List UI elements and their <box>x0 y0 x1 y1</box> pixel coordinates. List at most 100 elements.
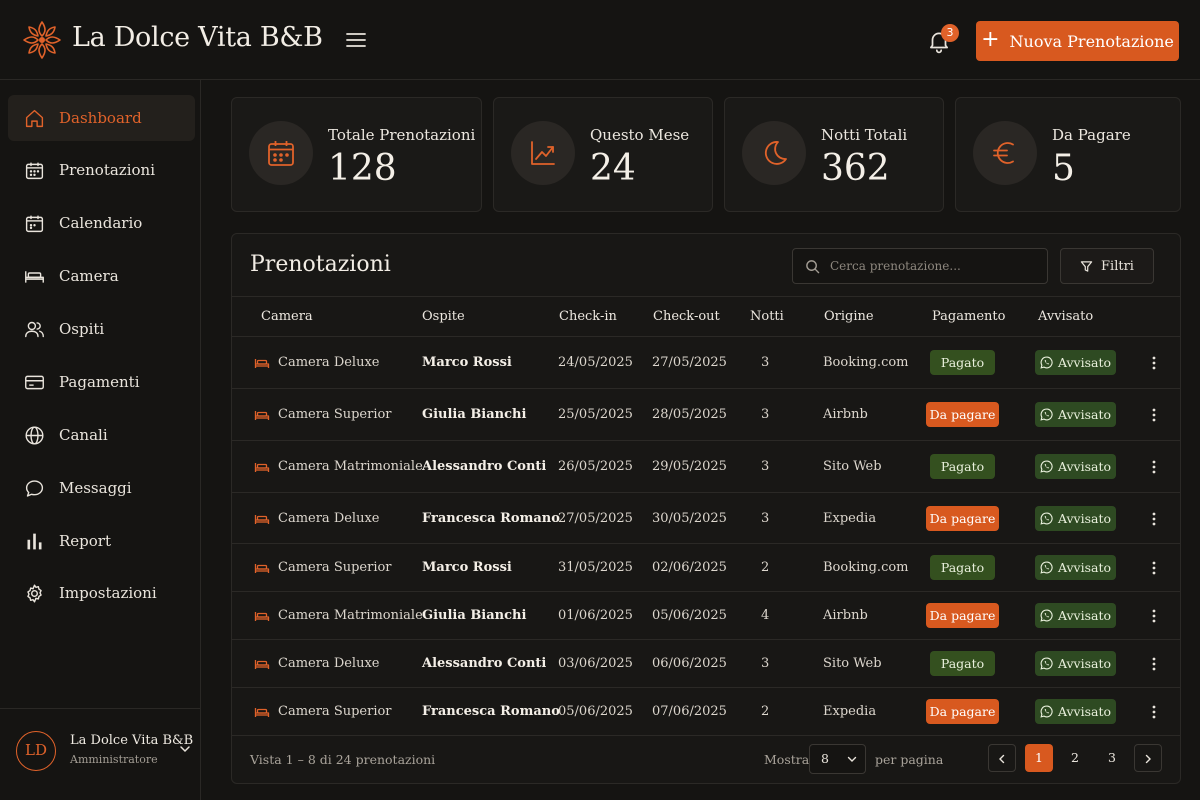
page-button-2[interactable]: 2 <box>1071 750 1079 765</box>
cell-notti: 2 <box>761 560 770 575</box>
notified-badge: Avvisato <box>1035 603 1116 628</box>
chevron-down-icon <box>847 756 857 762</box>
search-icon <box>806 259 820 273</box>
whatsapp-icon <box>1040 657 1053 670</box>
home-icon <box>25 109 44 127</box>
table-row[interactable]: Camera Superior Francesca Romano 05/06/202… <box>232 688 1180 736</box>
sidebar-item-label: Camera <box>59 267 119 285</box>
globe-icon <box>25 425 44 445</box>
column-header[interactable]: Avvisato <box>1038 309 1094 324</box>
cell-checkin: 05/06/2025 <box>558 704 633 719</box>
cell-checkout: 06/06/2025 <box>652 656 727 671</box>
new-booking-button[interactable]: + Nuova Prenotazione <box>976 21 1179 61</box>
more-options-icon[interactable] <box>1150 459 1158 475</box>
sidebar-item-camera[interactable]: Camera <box>8 253 195 299</box>
sidebar-item-calendario[interactable]: Calendario <box>8 200 195 246</box>
notified-label: Avvisato <box>1057 608 1112 623</box>
cell-checkout: 27/05/2025 <box>652 355 727 370</box>
filter-label: Filtri <box>1101 258 1134 274</box>
column-header[interactable]: Camera <box>261 309 313 324</box>
stat-label: Questo Mese <box>590 126 690 144</box>
show-label: Mostra <box>764 752 810 767</box>
brand-name: La Dolce Vita B&B <box>72 22 323 53</box>
page-button-3[interactable]: 3 <box>1108 750 1116 765</box>
cell-ospite: Francesca Romano <box>422 704 560 719</box>
whatsapp-icon <box>1040 460 1053 473</box>
next-page-button[interactable] <box>1134 744 1162 772</box>
column-header[interactable]: Check-in <box>559 309 617 324</box>
table-row[interactable]: Camera Superior Marco Rossi 31/05/2025 02/0… <box>232 544 1180 592</box>
logo-icon <box>23 21 61 59</box>
cell-notti: 2 <box>761 704 770 719</box>
payment-status-badge: Da pagare <box>926 506 999 531</box>
column-header[interactable]: Pagamento <box>932 309 1006 324</box>
filter-icon <box>1080 260 1093 272</box>
pagination-info: Vista 1 – 8 di 24 prenotazioni <box>250 752 436 767</box>
more-options-icon[interactable] <box>1150 608 1158 624</box>
column-header[interactable]: Origine <box>824 309 874 324</box>
sidebar-item-dashboard[interactable]: Dashboard <box>8 95 195 141</box>
cell-checkout: 29/05/2025 <box>652 459 727 474</box>
cell-ospite: Marco Rossi <box>422 355 512 370</box>
prev-page-button[interactable] <box>988 744 1016 772</box>
cell-ospite: Francesca Romano <box>422 511 560 526</box>
more-options-icon[interactable] <box>1150 355 1158 371</box>
more-options-icon[interactable] <box>1150 407 1158 423</box>
sidebar-item-prenotazioni[interactable]: Prenotazioni <box>8 147 195 193</box>
cell-origine: Airbnb <box>823 407 868 422</box>
trend-up-icon <box>531 141 555 165</box>
table-row[interactable]: Camera Deluxe Marco Rossi 24/05/2025 27/05/… <box>232 337 1180 389</box>
sidebar-item-messaggi[interactable]: Messaggi <box>8 465 195 511</box>
column-header[interactable]: Check-out <box>653 309 720 324</box>
bed-icon <box>254 608 270 624</box>
chevron-down-icon[interactable] <box>179 743 191 755</box>
stat-icon-wrap <box>249 121 313 185</box>
filter-button[interactable]: Filtri <box>1060 248 1154 284</box>
table-row[interactable]: Camera Matrimoniale Giulia Bianchi 01/06/2… <box>232 592 1180 640</box>
sidebar-item-pagamenti[interactable]: Pagamenti <box>8 359 195 405</box>
more-options-icon[interactable] <box>1150 511 1158 527</box>
notified-label: Avvisato <box>1057 355 1112 370</box>
user-profile[interactable]: LD La Dolce Vita B&B Amministratore <box>0 708 201 800</box>
panel-title: Prenotazioni <box>250 252 391 277</box>
users-icon <box>25 321 44 337</box>
stat-card-total-nights: Notti Totali 362 <box>724 97 944 212</box>
stat-card-this-month: Questo Mese 24 <box>493 97 713 212</box>
cell-checkin: 26/05/2025 <box>558 459 633 474</box>
menu-icon[interactable] <box>344 28 368 52</box>
sidebar-item-label: Canali <box>59 426 108 444</box>
bed-icon <box>25 270 44 283</box>
cell-checkin: 01/06/2025 <box>558 608 633 623</box>
search-input[interactable] <box>830 259 1030 273</box>
payment-status-badge: Da pagare <box>926 603 999 628</box>
more-options-icon[interactable] <box>1150 704 1158 720</box>
search-box[interactable] <box>792 248 1048 284</box>
sidebar-item-report[interactable]: Report <box>8 518 195 564</box>
table-row[interactable]: Camera Deluxe Alessandro Conti 03/06/2025 0… <box>232 640 1180 688</box>
notified-badge: Avvisato <box>1035 506 1116 531</box>
table-row[interactable]: Camera Matrimoniale Alessandro Conti 26/05… <box>232 441 1180 493</box>
more-options-icon[interactable] <box>1150 560 1158 576</box>
table-row[interactable]: Camera Superior Giulia Bianchi 25/05/2025 2… <box>232 389 1180 441</box>
more-options-icon[interactable] <box>1150 656 1158 672</box>
notified-badge: Avvisato <box>1035 651 1116 676</box>
user-name: La Dolce Vita B&B <box>70 733 194 748</box>
per-page-select[interactable]: 8 <box>809 744 866 774</box>
bed-icon <box>254 560 270 576</box>
sidebar-item-impostazioni[interactable]: Impostazioni <box>8 570 195 616</box>
stat-icon-wrap <box>511 121 575 185</box>
sidebar-item-canali[interactable]: Canali <box>8 412 195 458</box>
cell-checkout: 28/05/2025 <box>652 407 727 422</box>
column-header[interactable]: Notti <box>750 309 784 324</box>
calendar-grid-icon <box>25 162 44 179</box>
notified-label: Avvisato <box>1057 656 1112 671</box>
notified-badge: Avvisato <box>1035 350 1116 375</box>
table-row[interactable]: Camera Deluxe Francesca Romano 27/05/2025 3… <box>232 493 1180 544</box>
notified-badge: Avvisato <box>1035 699 1116 724</box>
sidebar-item-label: Prenotazioni <box>59 161 155 179</box>
column-header[interactable]: Ospite <box>422 309 465 324</box>
sidebar-item-ospiti[interactable]: Ospiti <box>8 306 195 352</box>
euro-icon <box>993 142 1014 164</box>
page-button-1[interactable]: 1 <box>1025 744 1053 772</box>
cell-camera: Camera Deluxe <box>278 355 380 370</box>
